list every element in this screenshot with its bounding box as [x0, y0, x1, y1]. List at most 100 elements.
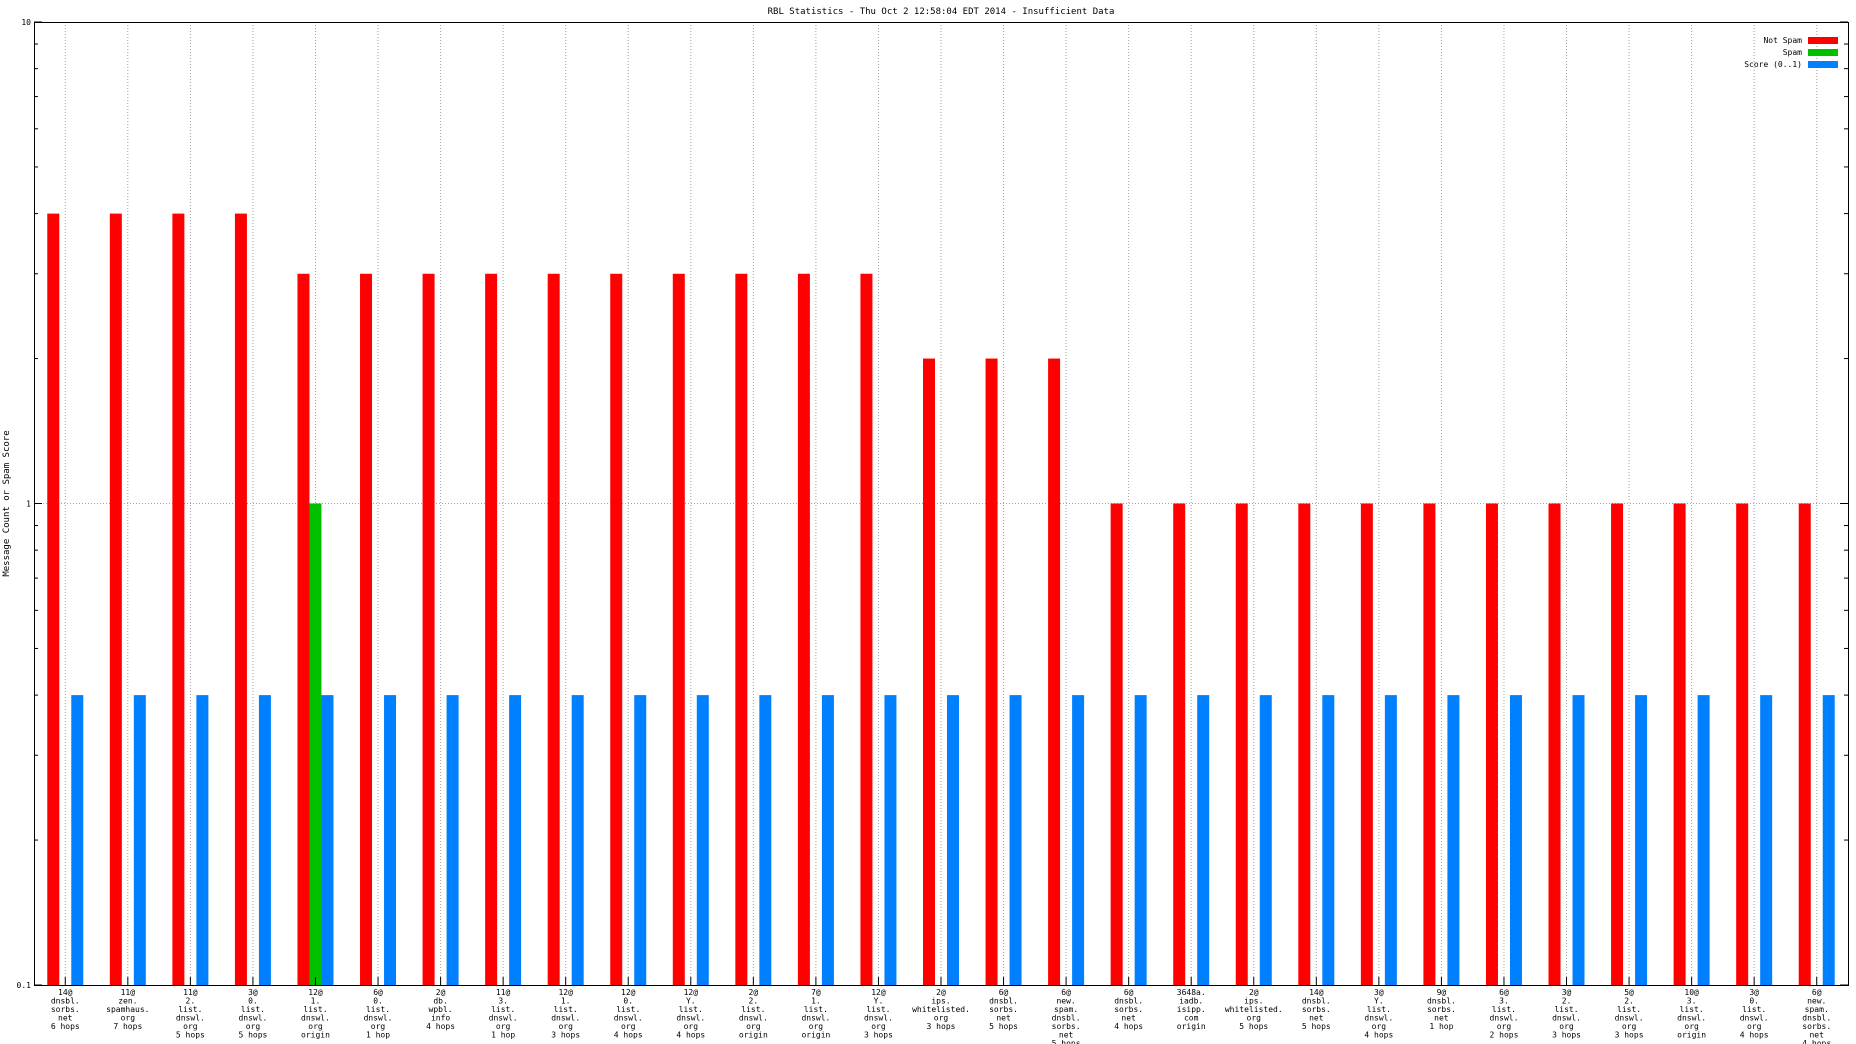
x-tick-label-line: 1 hop — [491, 1031, 515, 1040]
legend: Not Spam Spam Score (0..1) — [1744, 36, 1838, 69]
x-tick-label-line: dnsbl. — [1302, 997, 1331, 1006]
bar-score-0-1-9 — [634, 695, 647, 985]
bar-score-0-1-24 — [1572, 695, 1585, 985]
bar-score-0-1-23 — [1509, 695, 1522, 985]
x-tick-label-line: isipp. — [1177, 1005, 1206, 1014]
x-tick-label-line: sorbs. — [1302, 1005, 1331, 1014]
x-tick-label-line: 3 hops — [1552, 1031, 1581, 1040]
x-tick-label-line: org — [496, 1022, 511, 1031]
x-tick-label-line: 9@ — [1437, 988, 1447, 997]
x-tick-label-line: 5 hops — [238, 1031, 267, 1040]
x-tick-label-line: 14@ — [58, 988, 73, 997]
bar-spam-4 — [309, 503, 322, 985]
bar-not-spam-6 — [422, 273, 435, 985]
x-tick-label-line: 5 hops — [1302, 1022, 1331, 1031]
bar-score-0-1-0 — [71, 695, 84, 985]
x-tick-label-line: com — [1184, 1014, 1199, 1023]
x-tick-label-line: org — [746, 1022, 761, 1031]
x-tick-label-line: dnswl. — [238, 1014, 267, 1023]
x-tick-label-4: 12@ 1. list. dnswl. org origin — [301, 988, 330, 1040]
x-tick-label-line: net — [1809, 1031, 1824, 1040]
x-tick-label-line: 6 hops — [51, 1022, 80, 1031]
x-tick-label-line: Y. — [874, 997, 884, 1006]
chart-title: RBL Statistics - Thu Oct 2 12:58:04 EDT … — [768, 7, 1115, 17]
x-tick-label-28: 6@ new. spam. dnsbl. sorbs. net 4 hops — [1802, 988, 1831, 1044]
x-tick-label-line: org — [183, 1022, 198, 1031]
x-tick-label-line: 3@ — [1562, 988, 1572, 997]
x-tick-label-line: spam. — [1054, 1005, 1078, 1014]
x-tick-label-line: list. — [178, 1005, 202, 1014]
x-tick-label-line: org — [1497, 1022, 1512, 1031]
x-tick-label-line: org — [1622, 1022, 1637, 1031]
x-tick-label-23: 6@ 3. list. dnswl. org 2 hops — [1490, 988, 1519, 1040]
x-tick-label-13: 12@ Y. list. dnswl. org 3 hops — [864, 988, 893, 1040]
legend-swatch-0 — [1808, 37, 1838, 44]
x-tick-label-line: list. — [1617, 1005, 1641, 1014]
x-tick-label-line: 2@ — [936, 988, 946, 997]
x-tick-label-line: 4 hops — [426, 1022, 455, 1031]
x-tick-label-line: 4 hops — [1114, 1022, 1143, 1031]
bar-not-spam-1 — [109, 213, 122, 986]
x-tick-label-line: dnswl. — [1740, 1014, 1769, 1023]
x-tick-label-line: dnswl. — [364, 1014, 393, 1023]
x-tick-label-line: list. — [303, 1005, 327, 1014]
x-tick-label-line: 0. — [373, 997, 383, 1006]
x-tick-label-line: list. — [866, 1005, 890, 1014]
x-tick-label-line: org — [809, 1022, 824, 1031]
x-tick-label-22: 9@ dnsbl. sorbs. net 1 hop — [1427, 988, 1456, 1031]
x-tick-label-line: org — [871, 1022, 886, 1031]
x-tick-label-3: 3@ 0. list. dnswl. org 5 hops — [238, 988, 267, 1040]
x-tick-label-line: list. — [616, 1005, 640, 1014]
x-tick-label-line: list. — [679, 1005, 703, 1014]
x-tick-label-line: 14@ — [1309, 988, 1324, 997]
x-tick-label-line: 3 hops — [1615, 1031, 1644, 1040]
x-tick-label-line: 1. — [311, 997, 321, 1006]
x-tick-label-line: org — [246, 1022, 261, 1031]
x-tick-label-line: info — [431, 1014, 450, 1023]
bar-not-spam-5 — [360, 273, 373, 985]
bar-score-0-1-3 — [258, 695, 271, 985]
bar-not-spam-14 — [923, 358, 935, 985]
x-tick-label-line: dnswl. — [301, 1014, 330, 1023]
x-tick-label-line: 12@ — [558, 988, 573, 997]
x-tick-label-line: org — [684, 1022, 699, 1031]
x-tick-label-line: org — [1559, 1022, 1574, 1031]
x-tick-label-line: org — [371, 1022, 386, 1031]
bar-score-0-1-17 — [1134, 695, 1147, 985]
bar-not-spam-4 — [297, 273, 310, 985]
x-tick-label-line: sorbs. — [1427, 1005, 1456, 1014]
x-tick-label-14: 2@ ips. whitelisted. org 3 hops — [912, 988, 970, 1031]
x-tick-label-line: list. — [804, 1005, 828, 1014]
x-tick-label-18: 3648a. iadb. isipp. com origin — [1177, 988, 1206, 1031]
x-tick-label-line: sorbs. — [989, 1005, 1018, 1014]
bar-not-spam-0 — [47, 213, 60, 986]
x-tick-label-line: list. — [491, 1005, 515, 1014]
x-tick-label-line: dnswl. — [176, 1014, 205, 1023]
bar-score-0-1-26 — [1697, 695, 1710, 985]
x-tick-label-line: 2@ — [1249, 988, 1259, 997]
x-tick-label-line: 1 hop — [1429, 1022, 1453, 1031]
x-tick-label-line: dnswl. — [614, 1014, 643, 1023]
bar-score-0-1-1 — [133, 695, 146, 985]
x-tick-label-line: sorbs. — [1802, 1022, 1831, 1031]
x-tick-label-line: 1 hop — [366, 1031, 390, 1040]
x-tick-label-line: 4 hops — [614, 1031, 643, 1040]
x-tick-label-line: org — [1247, 1014, 1262, 1023]
x-tick-label-15: 6@ dnsbl. sorbs. net 5 hops — [989, 988, 1018, 1031]
bar-score-0-1-28 — [1822, 695, 1835, 985]
x-tick-label-26: 10@ 3. list. dnswl. org origin — [1677, 988, 1706, 1040]
x-tick-label-line: ips. — [931, 997, 950, 1006]
x-tick-label-line: dnsbl. — [989, 997, 1018, 1006]
x-tick-label-line: 6@ — [1812, 988, 1822, 997]
x-tick-label-line: Y. — [1374, 997, 1384, 1006]
x-tick-label-line: 0. — [248, 997, 258, 1006]
x-tick-label-line: new. — [1056, 997, 1075, 1006]
x-tick-label-line: 10@ — [1684, 988, 1699, 997]
x-tick-label-1: 11@ zen. spamhaus. org 7 hops — [106, 988, 149, 1031]
x-tick-label-line: dnswl. — [1615, 1014, 1644, 1023]
x-tick-label-line: 4 hops — [1364, 1031, 1393, 1040]
x-tick-label-line: 6@ — [373, 988, 383, 997]
bar-score-0-1-5 — [384, 695, 397, 985]
x-tick-label-line: dnsbl. — [1052, 1014, 1081, 1023]
